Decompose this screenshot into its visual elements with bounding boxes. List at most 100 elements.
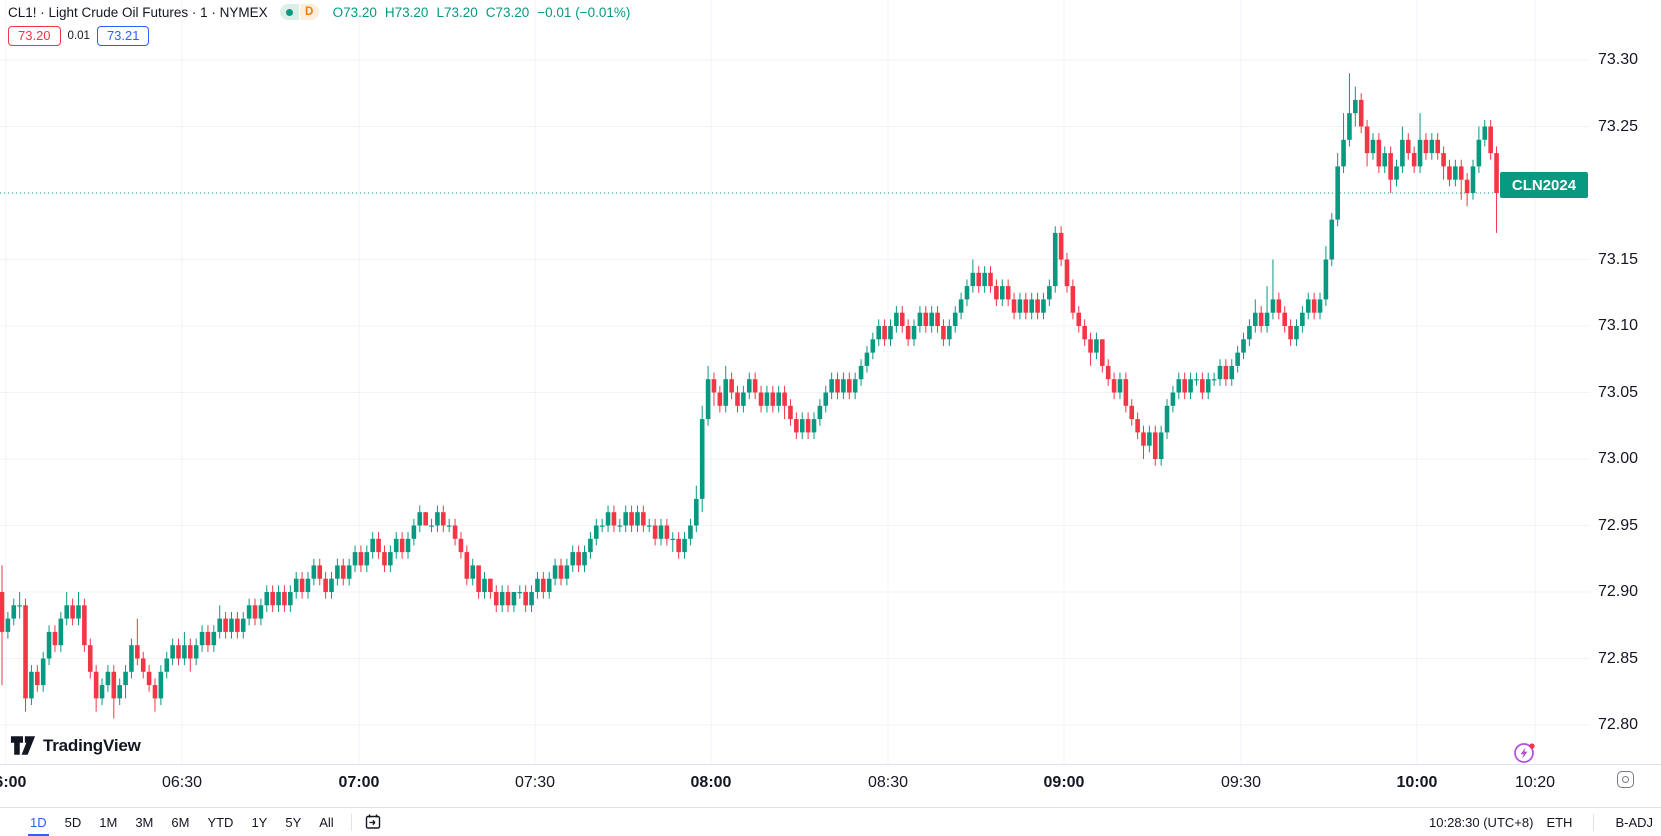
range-button-5d[interactable]: 5D: [64, 814, 82, 830]
candle: [276, 585, 281, 612]
candle: [1341, 113, 1346, 174]
candle: [1376, 133, 1382, 174]
candlestick-chart-canvas[interactable]: [0, 0, 1590, 764]
candle: [764, 385, 770, 413]
candle: [246, 598, 252, 626]
candle: [570, 545, 576, 573]
candle: [205, 625, 211, 652]
range-button-3m[interactable]: 3M: [135, 814, 154, 830]
candle: [1023, 292, 1029, 320]
candle: [470, 558, 476, 586]
price-axis-label: 73.05: [1598, 383, 1639, 401]
candle: [1270, 259, 1276, 320]
market-status-pill[interactable]: D: [279, 4, 319, 20]
candle: [576, 545, 581, 573]
candle: [393, 532, 399, 559]
adjustment-toggle[interactable]: B-ADJ: [1615, 814, 1653, 830]
candle: [488, 578, 493, 599]
candle: [582, 545, 587, 573]
range-button-1d[interactable]: 1D: [21, 808, 56, 836]
range-button-6m[interactable]: 6M: [171, 814, 190, 830]
candle: [76, 592, 81, 626]
candle: [558, 558, 564, 586]
candle: [823, 385, 829, 413]
candle: [1111, 372, 1117, 400]
candle: [346, 558, 352, 586]
symbol-title[interactable]: CL1! · Light Crude Oil Futures · 1 · NYM…: [8, 4, 268, 20]
candle: [1094, 332, 1099, 360]
chart-pane[interactable]: CL1! · Light Crude Oil Futures · 1 · NYM…: [0, 0, 1590, 764]
candle: [529, 585, 534, 612]
candle: [829, 372, 834, 400]
go-to-date-button[interactable]: [360, 813, 386, 831]
candle: [676, 532, 681, 559]
candle: [252, 598, 258, 626]
scale-settings-icon[interactable]: [1617, 771, 1634, 788]
candle: [335, 558, 340, 586]
candle: [1011, 292, 1017, 320]
candle: [1288, 319, 1293, 346]
candle: [1411, 146, 1417, 174]
candle: [1435, 133, 1440, 160]
candle: [841, 372, 846, 400]
lightning-icon[interactable]: [1512, 740, 1538, 766]
candle: [1453, 159, 1458, 187]
candle: [1305, 292, 1311, 320]
candle: [282, 585, 287, 612]
candle: [899, 306, 905, 333]
candle: [605, 505, 611, 533]
time-scale-axis[interactable]: 06:00 06:30 07:00 07:30 08:00 08:30 09:00 09:30…: [0, 764, 1661, 807]
candle: [888, 319, 893, 346]
close-value: C73.20: [485, 4, 530, 20]
candle: [658, 518, 664, 546]
candle: [329, 572, 334, 599]
candle: [35, 665, 40, 692]
candle: [1064, 252, 1070, 293]
session-toggle[interactable]: ETH: [1546, 814, 1573, 830]
contract-label[interactable]: CLN2024: [1500, 172, 1588, 198]
candle: [894, 306, 899, 333]
candle: [1347, 73, 1352, 147]
candle: [664, 518, 670, 546]
low-value: L73.20: [436, 4, 478, 20]
candle: [952, 306, 958, 333]
candle: [1141, 425, 1146, 459]
candle: [1164, 399, 1170, 440]
delayed-data-badge: D: [299, 4, 319, 20]
candle: [1076, 306, 1082, 333]
candle: [1458, 159, 1464, 200]
candle: [435, 505, 440, 533]
candle: [1052, 226, 1058, 293]
candle: [187, 638, 193, 672]
candle: [741, 385, 746, 413]
candle: [1423, 133, 1429, 160]
candle: [1276, 292, 1282, 320]
range-button-1m[interactable]: 1M: [99, 814, 118, 830]
candle: [1323, 246, 1329, 307]
time-axis-label: 07:00: [338, 774, 380, 791]
candle: [688, 518, 693, 546]
sell-button[interactable]: 73.20: [8, 26, 61, 46]
range-button-all[interactable]: All: [319, 814, 334, 830]
range-button-1y[interactable]: 1Y: [251, 814, 268, 830]
candle: [635, 505, 640, 533]
candle: [1464, 173, 1470, 207]
range-button-5y[interactable]: 5Y: [285, 814, 302, 830]
clock[interactable]: 10:28:30 (UTC+8): [1429, 814, 1534, 830]
candle: [817, 399, 823, 426]
buy-button[interactable]: 73.21: [96, 26, 150, 46]
candle: [882, 319, 887, 346]
candle: [82, 598, 87, 652]
candle: [935, 306, 940, 333]
candle: [988, 266, 993, 293]
price-scale-axis[interactable]: 73.20 00:30 73.3073.2573.1573.1073.0573.…: [1590, 0, 1661, 764]
candle: [905, 319, 911, 346]
candle: [976, 266, 982, 293]
tradingview-logo[interactable]: TradingView: [10, 735, 141, 756]
candle: [23, 598, 28, 712]
candle: [340, 558, 346, 586]
candle: [405, 532, 411, 559]
range-button-ytd[interactable]: YTD: [207, 814, 234, 830]
candle: [170, 638, 175, 666]
